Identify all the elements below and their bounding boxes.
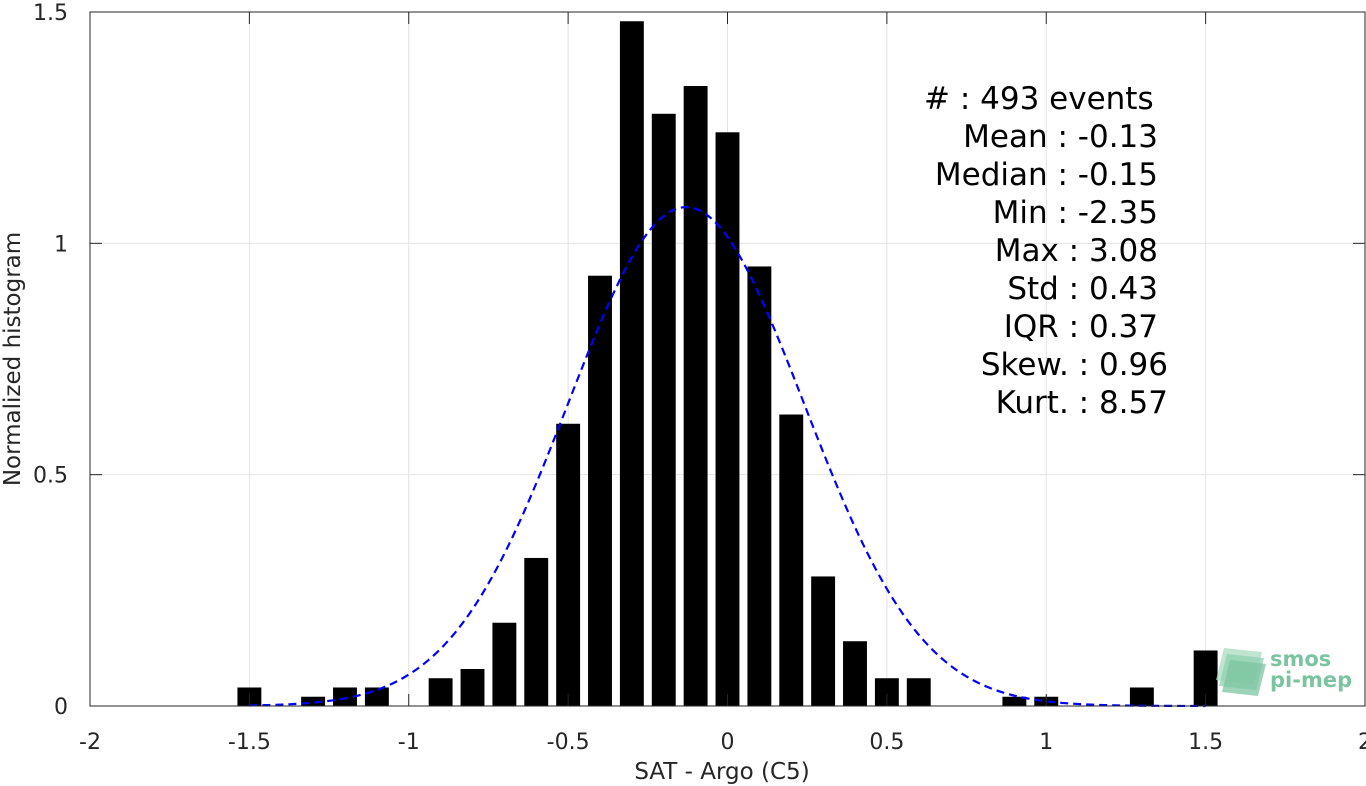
stat-line: # : 493 events: [924, 81, 1154, 117]
x-tick-label: 0: [721, 730, 735, 755]
histogram-bar: [1193, 650, 1218, 706]
histogram-bar: [588, 275, 612, 706]
axis-ticks: [89, 11, 1366, 707]
y-tick-label: 0: [54, 695, 68, 720]
histogram-bar: [460, 668, 485, 706]
x-tick-label: -1.5: [228, 730, 271, 755]
logo-text-pi-mep: pi-mep: [1270, 668, 1352, 692]
histogram-bar: [1129, 687, 1154, 706]
histogram-bar: [619, 21, 644, 706]
stat-line: Mean : -0.13: [963, 119, 1158, 155]
histogram-bar: [874, 678, 899, 706]
histogram-bar: [301, 696, 326, 706]
stat-line: Skew. : 0.96: [981, 347, 1168, 383]
histogram-bar: [779, 414, 804, 706]
x-tick-label: 0.5: [869, 730, 904, 755]
stat-line: Min : -2.35: [993, 195, 1158, 231]
histogram-bar: [333, 687, 357, 706]
histogram-bar: [556, 423, 581, 706]
x-tick-label: -1: [398, 730, 420, 755]
histogram-bar: [747, 266, 772, 706]
x-tick-labels: -2 -1.5 -1 -0.5 0 0.5 1 1.5 2: [79, 730, 1366, 755]
histogram-bar: [492, 622, 517, 706]
y-tick-label: 0.5: [33, 464, 68, 489]
histogram-bars: [237, 21, 1218, 706]
y-axis-label: Normalized histogram: [0, 232, 26, 486]
histogram-bar: [906, 678, 931, 706]
stat-line: Kurt. : 8.57: [996, 385, 1168, 421]
y-tick-label: 1.5: [33, 1, 68, 26]
logo-layers-icon: [1216, 648, 1266, 696]
histogram-bar: [811, 576, 836, 706]
stat-line: Max : 3.08: [995, 233, 1158, 269]
gaussian-fit-curve: [249, 206, 1206, 708]
x-tick-label: 1.5: [1188, 730, 1223, 755]
histogram-bar: [428, 678, 453, 706]
histogram-bar: [364, 687, 389, 706]
y-tick-label: 1: [54, 232, 68, 257]
stat-line: Median : -0.15: [935, 157, 1158, 193]
histogram-bar: [1002, 696, 1027, 706]
histogram-bar: [843, 641, 867, 706]
histogram-bar: [683, 86, 708, 706]
histogram-bar: [715, 132, 740, 706]
x-tick-label: 2: [1358, 730, 1366, 755]
x-tick-label: -0.5: [547, 730, 590, 755]
x-tick-label: 1: [1039, 730, 1053, 755]
x-axis-label: SAT - Argo (C5): [634, 759, 809, 785]
histogram-bar: [524, 557, 549, 706]
stat-line: IQR : 0.37: [1004, 309, 1158, 345]
stat-line: Std : 0.43: [1007, 271, 1158, 307]
logo-text-smos: smos: [1270, 647, 1331, 671]
smos-pi-mep-logo: smos pi-mep: [1216, 647, 1352, 696]
x-tick-label: -2: [79, 730, 101, 755]
histogram-bar: [651, 113, 676, 706]
y-tick-labels: 0 0.5 1 1.5: [33, 1, 68, 720]
